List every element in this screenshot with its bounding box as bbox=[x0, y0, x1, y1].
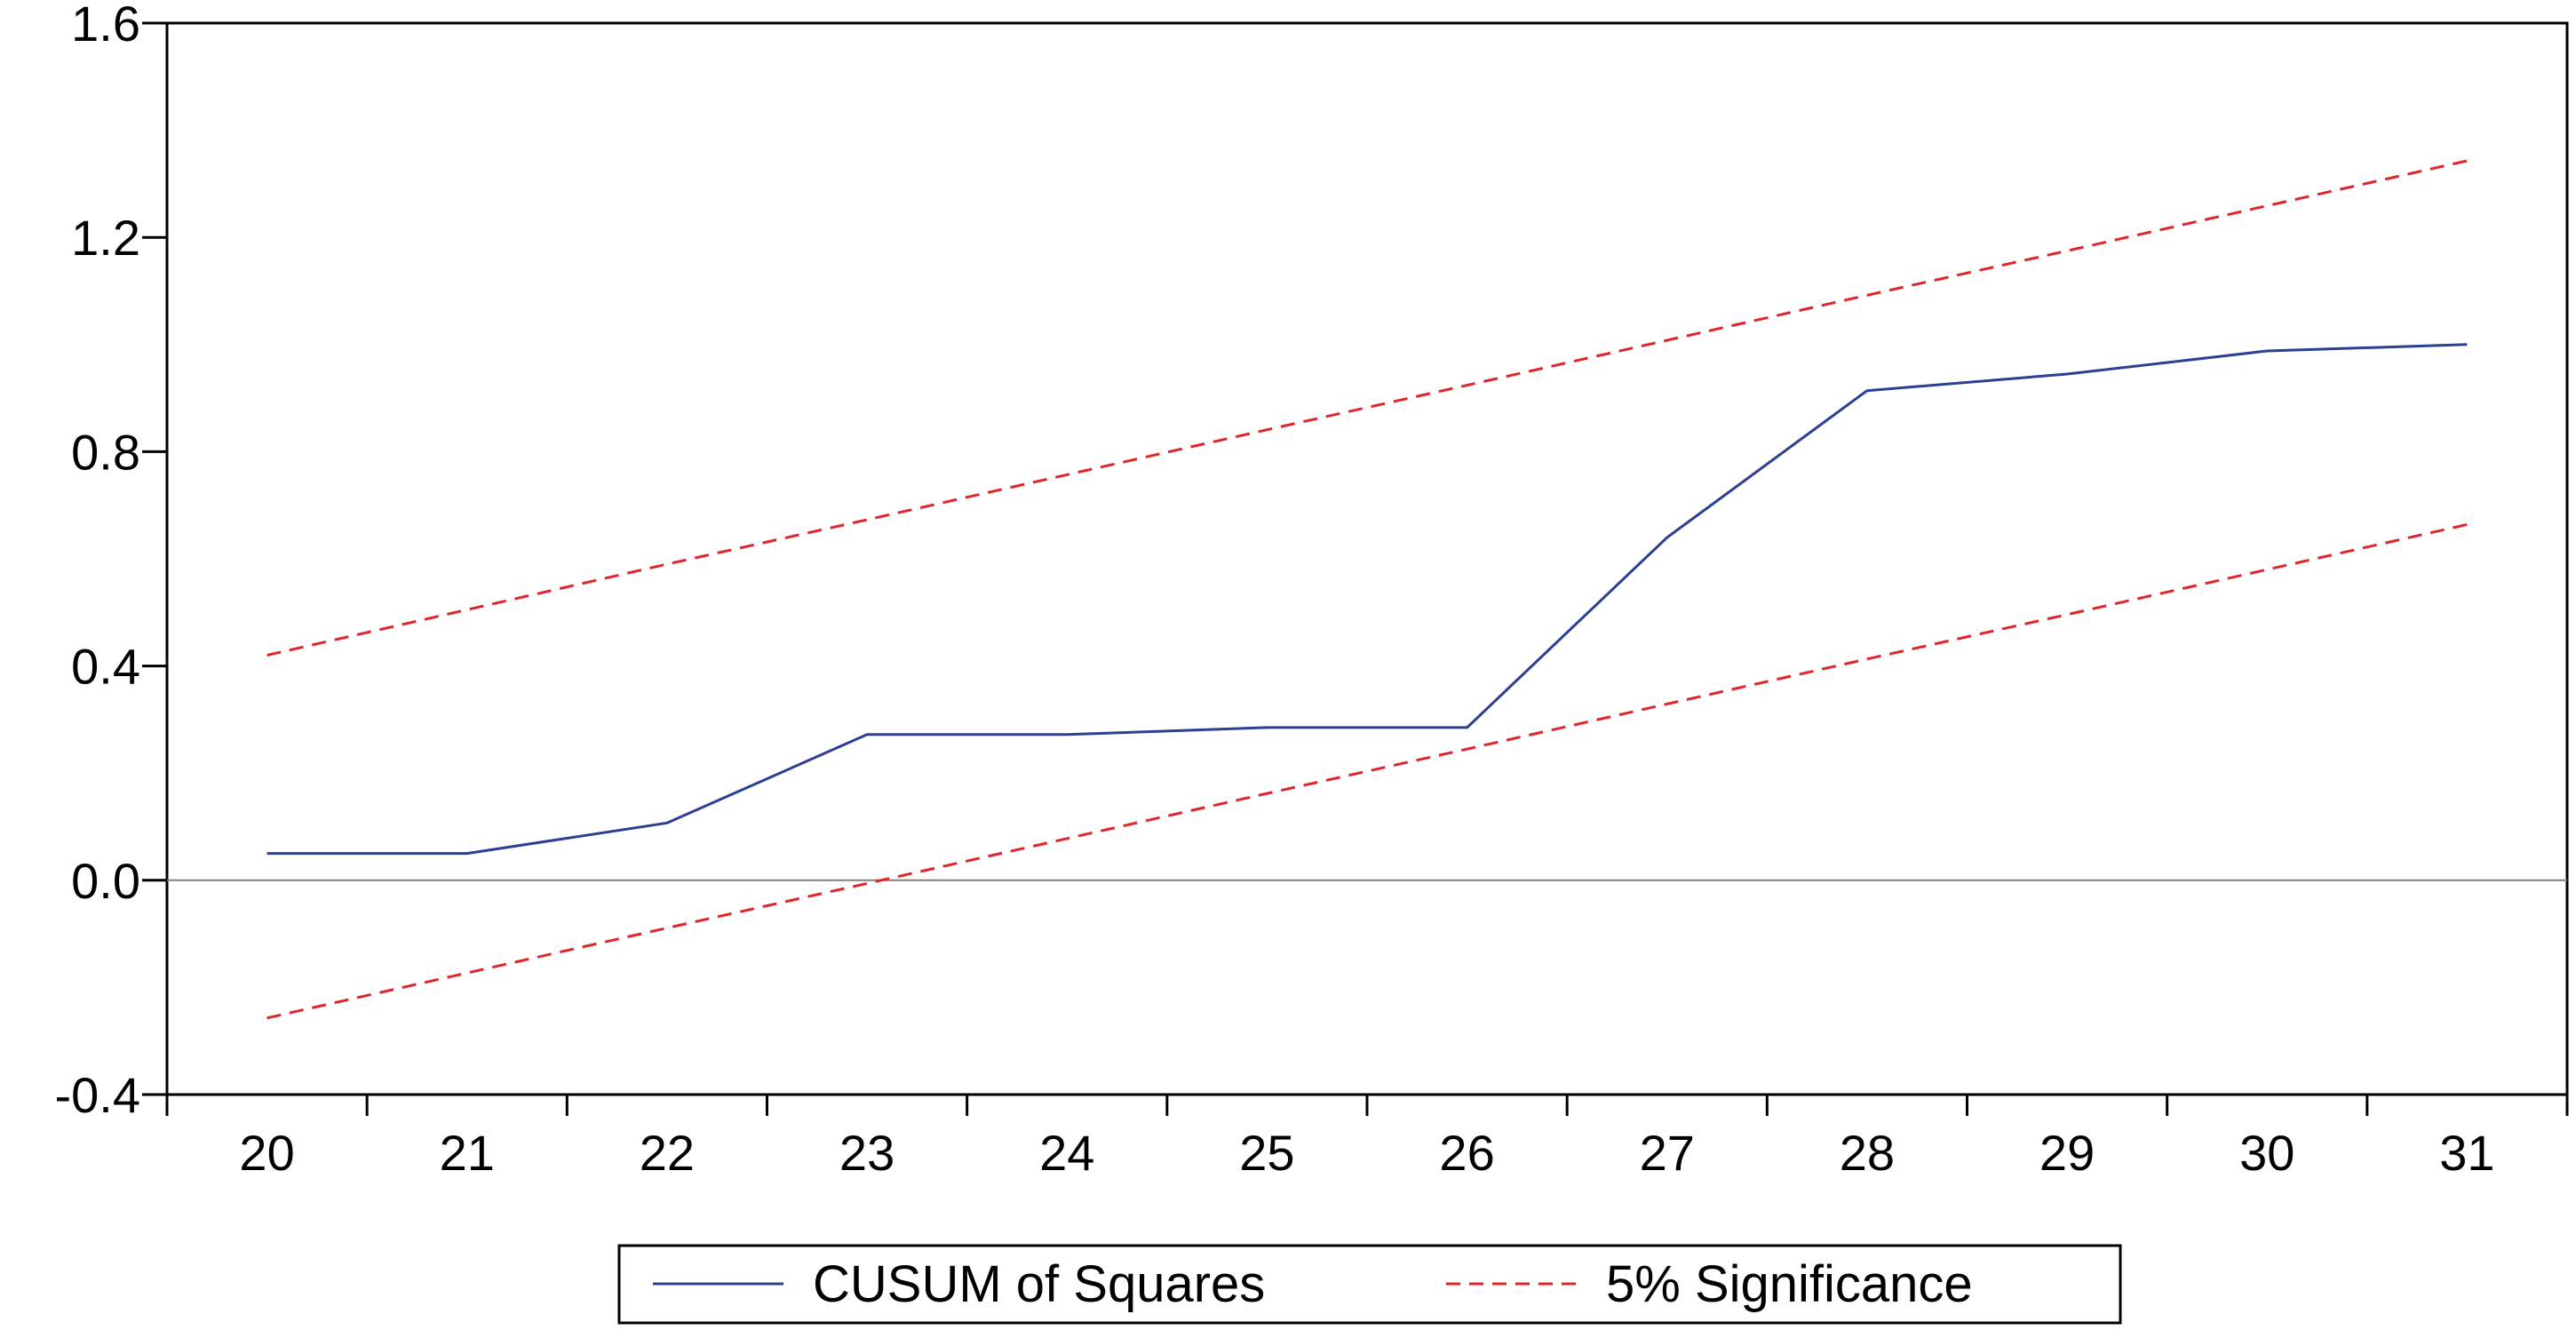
legend-label-cusum: CUSUM of Squares bbox=[813, 1255, 1265, 1313]
x-tick-label: 31 bbox=[2439, 1125, 2494, 1181]
y-tick-label: -0.4 bbox=[55, 1067, 141, 1123]
x-tick-label: 29 bbox=[2039, 1125, 2095, 1181]
x-axis: 20 21 22 23 24 25 26 27 28 29 30 31 bbox=[165, 1095, 2569, 1181]
x-tick-label: 25 bbox=[1239, 1125, 1294, 1181]
y-tick-label: 0.0 bbox=[71, 853, 140, 909]
legend-box bbox=[617, 1244, 2122, 1325]
y-axis: -0.4 0.0 0.4 0.8 1.2 1.6 bbox=[55, 0, 167, 1123]
series-line-cusum bbox=[266, 343, 2468, 856]
series-line-significance-lower bbox=[266, 522, 2468, 1020]
series-line-significance-upper bbox=[266, 159, 2468, 657]
x-tick-label: 26 bbox=[1439, 1125, 1494, 1181]
x-tick-label: 24 bbox=[1039, 1125, 1094, 1181]
plot-frame bbox=[165, 21, 2569, 1096]
legend-label-significance: 5% Significance bbox=[1606, 1255, 1973, 1313]
series-layer bbox=[266, 159, 2468, 1020]
legend: CUSUM of Squares 5% Significance bbox=[617, 1244, 2122, 1325]
y-tick-label: 1.2 bbox=[71, 210, 140, 266]
x-tick-label: 21 bbox=[440, 1125, 495, 1181]
x-tick-label: 27 bbox=[1640, 1125, 1695, 1181]
x-tick-label: 22 bbox=[640, 1125, 695, 1181]
y-tick-label: 0.4 bbox=[71, 639, 140, 695]
y-tick-label: 0.8 bbox=[71, 424, 140, 480]
x-tick-label: 23 bbox=[839, 1125, 894, 1181]
x-tick-label: 28 bbox=[1840, 1125, 1895, 1181]
x-tick-label: 20 bbox=[239, 1125, 294, 1181]
x-tick-label: 30 bbox=[2239, 1125, 2294, 1181]
y-tick-label: 1.6 bbox=[71, 0, 140, 52]
